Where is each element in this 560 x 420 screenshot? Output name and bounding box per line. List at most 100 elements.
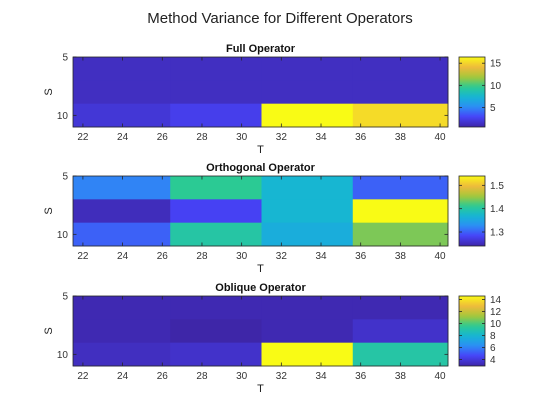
colorbar-tick-label: 1.4	[490, 204, 504, 215]
x-tick-label: 32	[276, 132, 288, 143]
x-tick-label: 32	[276, 251, 288, 262]
heatmap-cell	[261, 57, 354, 81]
heatmap-cell	[352, 199, 449, 224]
heatmap-cell	[170, 342, 262, 367]
x-tick-label: 28	[196, 251, 208, 262]
x-tick-label: 30	[236, 251, 248, 262]
heatmap-cell	[170, 222, 262, 247]
heatmap-cell	[170, 296, 262, 320]
colorbar-tick-label: 8	[490, 331, 496, 342]
heatmap-cell	[352, 296, 449, 320]
y-tick-label: 5	[62, 53, 68, 64]
x-tick-label: 40	[435, 132, 447, 143]
x-tick-label: 30	[236, 132, 248, 143]
heatmap-cell	[352, 222, 449, 247]
x-tick-label: 22	[77, 251, 89, 262]
heatmap-cell	[73, 199, 171, 224]
panel-title: Full Operator	[226, 43, 296, 55]
x-tick-label: 36	[355, 132, 367, 143]
x-tick-label: 40	[435, 371, 447, 382]
y-axis-label: S	[43, 327, 55, 334]
heatmap-cell	[170, 319, 262, 344]
heatmap-cell	[261, 103, 354, 128]
colorbar-tick-label: 4	[490, 355, 496, 366]
heatmap-cell	[352, 342, 449, 367]
x-tick-label: 38	[395, 132, 407, 143]
heatmap-cell	[352, 57, 449, 81]
heatmap-cell	[170, 176, 262, 200]
colorbar	[458, 56, 486, 128]
axes-frame	[72, 175, 449, 247]
panel-title: Oblique Operator	[215, 282, 306, 294]
heatmap-cell	[170, 199, 262, 224]
heatmap-cell	[261, 296, 354, 320]
x-tick-label: 34	[315, 132, 327, 143]
heatmap-cell	[73, 319, 171, 344]
x-axis-label: T	[257, 144, 264, 156]
colorbar-tick-label: 10	[490, 319, 502, 330]
heatmap-cell	[261, 342, 354, 367]
x-tick-label: 32	[276, 371, 288, 382]
colorbar	[458, 175, 486, 247]
colorbar	[458, 295, 486, 367]
x-axis-label: T	[257, 263, 264, 275]
x-tick-label: 28	[196, 132, 208, 143]
heatmap-panel: Full Operator 22 24 26 28 30 32 34 36 38 40 5 10 T S 5 1…	[43, 43, 502, 156]
heatmap-panel: Oblique Operator 22 24 26 28 30 32 34 36 38 40 5 10 T…	[43, 282, 502, 395]
x-tick-label: 34	[315, 371, 327, 382]
colorbar-tick-label: 5	[490, 103, 496, 114]
y-axis-label: S	[43, 207, 55, 214]
x-tick-label: 22	[77, 371, 89, 382]
heatmap-cell	[73, 296, 171, 320]
heatmap-cell	[261, 199, 354, 224]
x-tick-label: 38	[395, 371, 407, 382]
x-tick-label: 30	[236, 371, 248, 382]
x-tick-label: 34	[315, 251, 327, 262]
y-tick-label: 5	[62, 292, 68, 303]
heatmap-cell	[352, 176, 449, 200]
axes-frame	[72, 56, 449, 128]
x-tick-label: 28	[196, 371, 208, 382]
colorbar-tick-label: 6	[490, 343, 496, 354]
colorbar-tick-label: 14	[490, 295, 502, 306]
heatmap-cell	[261, 80, 354, 105]
figure-title: Method Variance for Different Operators	[147, 10, 412, 27]
heatmap-cell	[170, 80, 262, 105]
colorbar-tick-label: 1.3	[490, 228, 504, 239]
x-tick-label: 24	[117, 132, 129, 143]
y-tick-label: 10	[57, 111, 69, 122]
x-axis-label: T	[257, 383, 264, 395]
heatmap-cell	[352, 80, 449, 105]
x-tick-label: 26	[157, 132, 169, 143]
heatmap-cell	[352, 103, 449, 128]
heatmap-cell	[261, 222, 354, 247]
heatmap-cell	[170, 103, 262, 128]
x-tick-label: 26	[157, 371, 169, 382]
x-tick-label: 36	[355, 251, 367, 262]
colorbar-tick-label: 10	[490, 81, 502, 92]
x-tick-label: 40	[435, 251, 447, 262]
heatmap-cell	[73, 176, 171, 200]
heatmap-cell	[170, 57, 262, 81]
heatmap-cell	[73, 57, 171, 81]
y-tick-label: 5	[62, 172, 68, 183]
heatmap-cell	[261, 176, 354, 200]
colorbar-tick-label: 1.5	[490, 181, 504, 192]
y-tick-label: 10	[57, 230, 69, 241]
x-tick-label: 24	[117, 371, 129, 382]
heatmap-cell	[73, 222, 171, 247]
heatmap-cell	[73, 80, 171, 105]
heatmap-cell	[261, 319, 354, 344]
x-tick-label: 38	[395, 251, 407, 262]
x-tick-label: 36	[355, 371, 367, 382]
heatmap-panel: Orthogonal Operator 22 24 26 28 30 32 34 36 38 40 5…	[43, 162, 504, 275]
colorbar-tick-label: 15	[490, 59, 502, 70]
x-tick-label: 26	[157, 251, 169, 262]
panel-title: Orthogonal Operator	[206, 162, 316, 174]
x-tick-label: 22	[77, 132, 89, 143]
heatmap-cell	[73, 342, 171, 367]
y-axis-label: S	[43, 88, 55, 95]
x-tick-label: 24	[117, 251, 129, 262]
heatmap-cell	[73, 103, 171, 128]
